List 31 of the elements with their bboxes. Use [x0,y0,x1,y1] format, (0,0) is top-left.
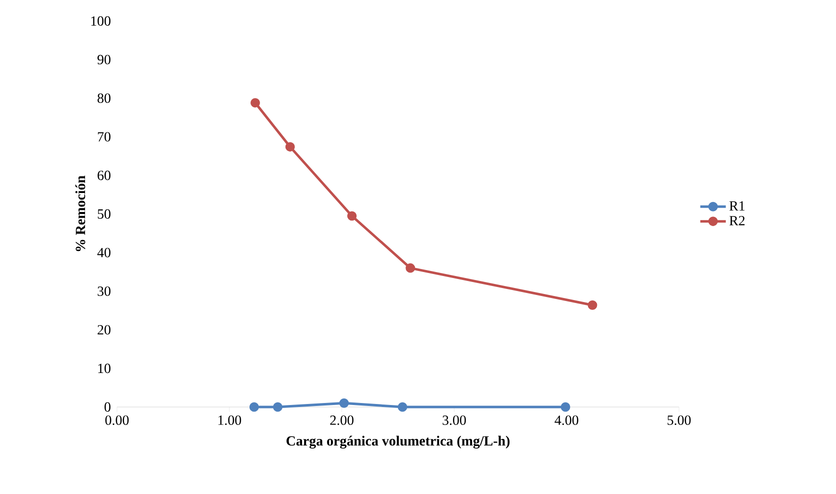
y-tick-label: 60 [98,170,110,180]
point [406,263,416,273]
y-tick-label: 10 [98,364,110,374]
point [249,402,259,412]
y-tick-label: 50 [98,209,110,219]
legend-label: R2 [729,216,745,226]
y-tick-label: 100 [91,16,110,26]
y-tick-label: 70 [98,132,110,142]
point [273,402,282,412]
legend-label: R1 [729,201,744,210]
y-tick-label: 80 [98,93,110,103]
x-axis-title: Carga orgánica volumetrica (mg/L-h) [286,436,510,449]
x-tick-label: 5.00 [668,415,691,425]
point [588,300,598,310]
y-tick-label: 40 [97,248,110,258]
point [250,98,260,108]
y-tick-label: 90 [97,54,110,64]
x-tick-label: 3.00 [442,415,466,425]
y-tick-label: 30 [98,286,110,296]
x-tick-label: 1.00 [218,415,242,425]
y-axis-title: % Remoción [75,176,86,252]
point [560,402,570,412]
x-tick-label: 0.00 [105,415,129,425]
point [339,398,349,408]
x-tick-label: 2.00 [330,415,354,425]
x-tick-label: 4.00 [554,415,578,425]
point [285,142,295,152]
point [398,402,408,412]
y-tick-label: 0 [104,402,110,412]
y-tick-label: 20 [98,325,110,335]
point [347,211,357,221]
